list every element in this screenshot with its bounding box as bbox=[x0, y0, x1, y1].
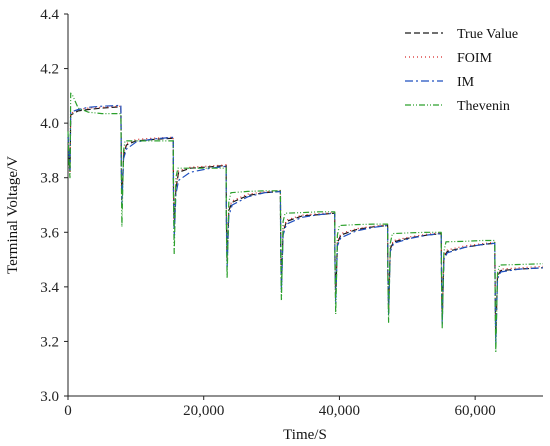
series-line-thevenin bbox=[67, 92, 544, 353]
series-line-im bbox=[67, 104, 544, 345]
x-tick-label: 60,000 bbox=[455, 403, 496, 419]
x-axis-title: Time/S bbox=[283, 427, 327, 443]
y-tick-label: 3.2 bbox=[40, 334, 59, 350]
series-layer bbox=[67, 92, 544, 353]
y-tick-label: 4.4 bbox=[40, 7, 59, 23]
y-axis-title: Terminal Voltage/V bbox=[5, 156, 21, 274]
x-tick-label: 0 bbox=[64, 403, 72, 419]
y-tick-label: 3.8 bbox=[40, 171, 59, 187]
y-tick-label: 3.4 bbox=[40, 280, 59, 296]
axes-layer: 3.0 3.2 3.4 3.6 3.8 4.0 4.2 4.4 0 20,000 40,000 60,… bbox=[40, 7, 543, 419]
legend-label-true-value: True Value bbox=[457, 27, 518, 42]
y-tick-label: 3.6 bbox=[40, 225, 59, 241]
legend-label-thevenin: Thevenin bbox=[457, 99, 510, 114]
legend-label-im: IM bbox=[457, 75, 475, 90]
y-tick-label: 3.0 bbox=[40, 389, 59, 405]
x-tick-label: 20,000 bbox=[183, 403, 224, 419]
series-line-true-value bbox=[67, 106, 544, 337]
y-tick-label: 4.2 bbox=[40, 62, 59, 78]
legend-label-foim: FOIM bbox=[457, 51, 493, 66]
x-tick-label: 40,000 bbox=[319, 403, 360, 419]
series-line-foim bbox=[67, 105, 544, 337]
legend: True Value FOIM IM Thevenin bbox=[405, 27, 518, 114]
y-tick-label: 4.0 bbox=[40, 116, 59, 132]
